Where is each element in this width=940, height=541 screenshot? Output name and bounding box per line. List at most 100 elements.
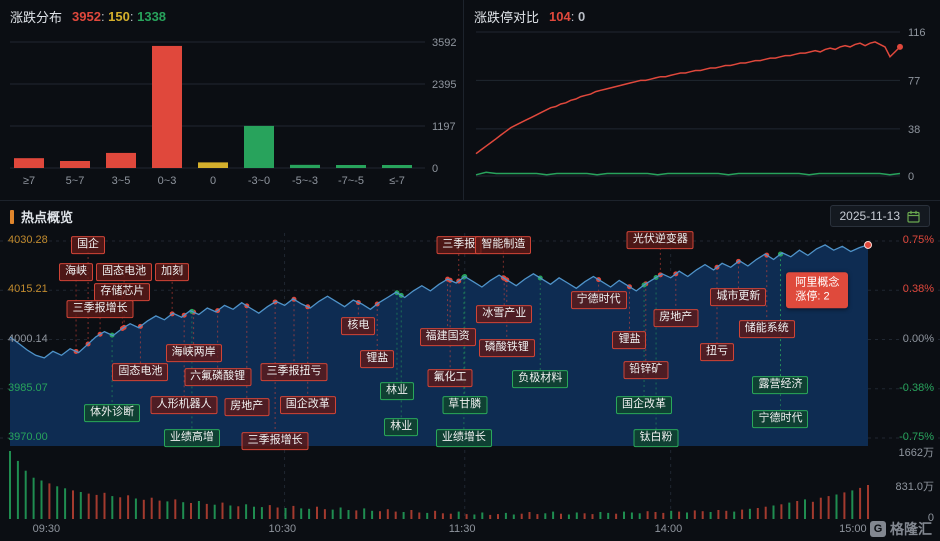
volume-bar bbox=[394, 511, 397, 519]
volume-bar bbox=[260, 507, 263, 519]
hotspot-tag[interactable]: 磷酸铁锂 bbox=[478, 339, 535, 357]
hotspot-tag[interactable]: 冰雪产业 bbox=[476, 305, 533, 323]
hotspot-tag[interactable]: 锂盐 bbox=[360, 350, 395, 368]
limit-ytick: 77 bbox=[908, 75, 920, 87]
volume-bar bbox=[591, 514, 594, 519]
volume-bar bbox=[87, 493, 90, 519]
volume-bar bbox=[434, 510, 437, 519]
volume-bar bbox=[331, 509, 334, 519]
index-end-marker bbox=[864, 240, 872, 249]
hotspot-tag[interactable]: 草甘膦 bbox=[442, 396, 488, 414]
hotspot-tag[interactable]: 城市更新 bbox=[710, 288, 767, 306]
hotspot-tag[interactable]: 加刻 bbox=[155, 263, 190, 281]
volume-bar bbox=[237, 506, 240, 519]
limit-line-chart: 116 77 38 0 bbox=[475, 27, 926, 183]
volume-bar bbox=[205, 503, 208, 519]
volume-bar bbox=[693, 510, 696, 519]
hotspot-tag[interactable]: 氟化工 bbox=[427, 369, 473, 387]
volume-bar bbox=[197, 501, 200, 519]
hotspot-tag[interactable]: 六氟磷酸锂 bbox=[184, 368, 252, 386]
hotspot-tag[interactable]: 三季报 bbox=[436, 236, 482, 254]
hotspot-tag[interactable]: 林业 bbox=[384, 418, 419, 436]
volume-bar bbox=[851, 490, 854, 519]
volume-bar bbox=[268, 505, 271, 519]
hotspot-tag[interactable]: 宁德时代 bbox=[570, 291, 627, 309]
volume-bar bbox=[355, 510, 358, 519]
hotspot-tag[interactable]: 宁德时代 bbox=[752, 410, 809, 428]
volume-bar bbox=[607, 512, 610, 519]
volume-bar bbox=[190, 503, 192, 519]
updown-distribution-panel: 涨跌分布 3952 : 150 : 1338 3592 2395 1197 0 ≥7 5~… bbox=[0, 0, 464, 200]
hotspot-tag[interactable]: 业绩增长 bbox=[435, 429, 492, 447]
hotspot-tag[interactable]: 三季报增长 bbox=[66, 300, 134, 318]
hotspot-tag[interactable]: 房地产 bbox=[653, 309, 699, 327]
limit-series-跌停 bbox=[475, 171, 901, 176]
volume-bar bbox=[473, 514, 476, 519]
volume-bar bbox=[859, 487, 862, 519]
hotspot-tag[interactable]: 扭亏 bbox=[699, 343, 734, 361]
volume-bar bbox=[678, 511, 681, 519]
hotspot-tag[interactable]: 固态电池 bbox=[112, 363, 169, 381]
hotspot-tag[interactable]: 体外诊断 bbox=[84, 404, 141, 422]
date-picker[interactable]: 2025-11-13 bbox=[829, 205, 930, 227]
volume-bar bbox=[796, 501, 799, 519]
volume-bar bbox=[788, 502, 791, 519]
volume-bar bbox=[410, 510, 413, 519]
hotspot-tag[interactable]: 三季报扭亏 bbox=[260, 363, 328, 381]
advancers-count: 3952 bbox=[72, 9, 101, 24]
volume-bar bbox=[843, 492, 846, 519]
date-label: 2025-11-13 bbox=[839, 209, 901, 223]
hotspot-tag[interactable]: 智能制造 bbox=[475, 236, 532, 254]
hotspot-tag[interactable]: 核电 bbox=[341, 317, 376, 335]
hotspot-tag[interactable]: 钛白粉 bbox=[633, 429, 679, 447]
limit-down-count: 0 bbox=[577, 9, 586, 24]
distribution-header: 涨跌分布 3952 : 150 : 1338 bbox=[10, 9, 167, 25]
decliners-count: 1338 bbox=[137, 9, 167, 24]
dist-ytick: 2395 bbox=[432, 79, 456, 91]
volume-bar bbox=[780, 504, 783, 519]
hotspot-tag[interactable]: 铅锌矿 bbox=[623, 361, 669, 379]
hotspot-tag[interactable]: 福建国资 bbox=[419, 328, 476, 346]
volume-bar bbox=[119, 497, 122, 519]
hotspot-tag[interactable]: 负极材料 bbox=[512, 370, 569, 388]
limit-end-marker bbox=[897, 43, 903, 50]
hotspot-tag[interactable]: 锂盐 bbox=[612, 331, 647, 349]
hotspot-tag[interactable]: 存储芯片 bbox=[94, 283, 151, 301]
volume-bar bbox=[701, 511, 704, 519]
flat-count: 150 bbox=[108, 9, 130, 24]
volume-bar bbox=[630, 512, 633, 519]
hotspot-tag[interactable]: 三季报增长 bbox=[241, 432, 309, 450]
hotspot-tag[interactable]: 露营经济 bbox=[752, 376, 809, 394]
volume-bar bbox=[386, 509, 389, 519]
distribution-title: 涨跌分布 bbox=[10, 10, 63, 25]
volume-bar bbox=[103, 492, 106, 519]
volume-bar bbox=[379, 511, 381, 519]
hotspot-tag[interactable]: 光伏逆变器 bbox=[626, 231, 694, 249]
dist-category-label: -3~0 bbox=[248, 175, 270, 187]
hotspot-tag[interactable]: 房地产 bbox=[224, 398, 270, 416]
volume-bar bbox=[127, 495, 130, 519]
dist-category-label: ≥7 bbox=[23, 175, 35, 187]
volume-bar bbox=[560, 513, 562, 519]
hotspot-tag[interactable]: 林业 bbox=[379, 382, 414, 400]
hotspot-tag[interactable]: 国企改革 bbox=[279, 396, 336, 414]
hotspot-tag[interactable]: 固态电池 bbox=[96, 263, 153, 281]
hotspot-tag[interactable]: 业绩高增 bbox=[163, 429, 220, 447]
volume-bar bbox=[646, 511, 649, 519]
hotspot-tag[interactable]: 储能系统 bbox=[738, 320, 795, 338]
hotspot-tag[interactable]: 人形机器人 bbox=[150, 396, 218, 414]
volume-bar bbox=[748, 508, 751, 519]
limit-up-count: 104 bbox=[549, 9, 571, 24]
volume-bar bbox=[142, 499, 145, 519]
hotspot-tag[interactable]: 国企 bbox=[71, 236, 106, 254]
hotspot-tag[interactable]: 国企改革 bbox=[616, 396, 673, 414]
volume-bar bbox=[245, 504, 248, 519]
hotspot-tag[interactable]: 海峡两岸 bbox=[165, 344, 222, 362]
volume-bar bbox=[867, 485, 869, 519]
volume-bar bbox=[158, 500, 161, 519]
dist-bar bbox=[244, 125, 274, 168]
hotspot-tag[interactable]: 海峡 bbox=[59, 263, 94, 281]
limit-ytick: 116 bbox=[908, 27, 926, 39]
dist-bar bbox=[106, 152, 136, 168]
